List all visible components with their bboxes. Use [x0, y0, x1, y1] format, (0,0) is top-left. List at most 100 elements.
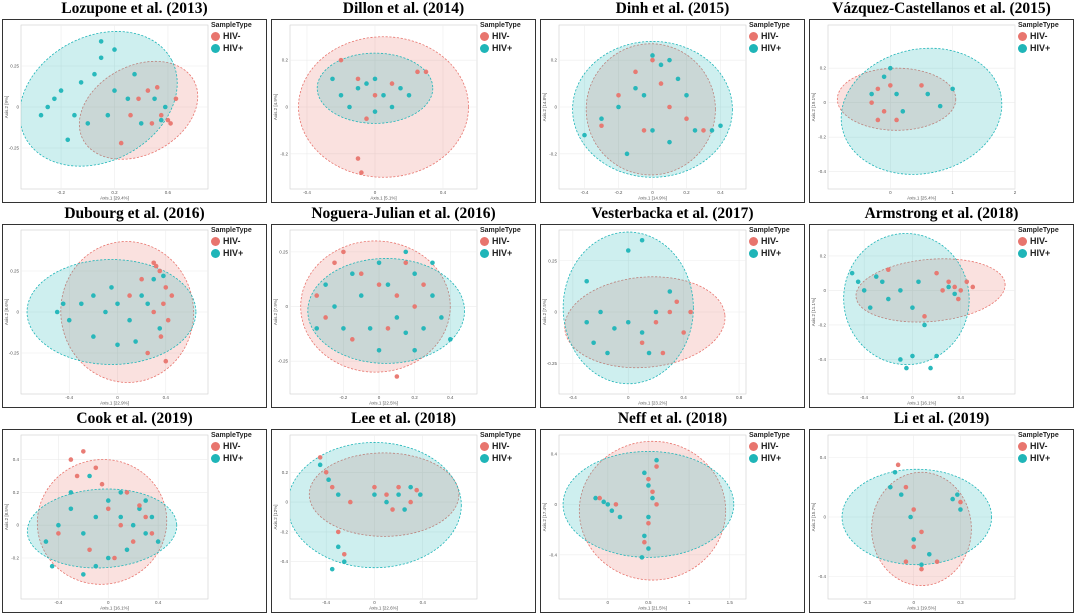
data-point-pos — [103, 309, 108, 315]
legend-title: SampleType — [211, 432, 252, 439]
data-point-pos — [593, 495, 598, 501]
legend-swatch-icon — [211, 31, 220, 41]
data-point-pos — [402, 507, 407, 512]
data-point-neg — [168, 121, 173, 126]
data-point-pos — [642, 470, 647, 476]
data-point-pos — [137, 506, 142, 512]
plot-layer — [841, 462, 993, 586]
panel-dillon-et-al-2014: Dillon et al. (2014) -0.4 0 0.4 -0.2 0 0.2 Axis… — [269, 0, 538, 205]
y-tick-label: 0 — [16, 105, 19, 110]
data-point-pos — [584, 319, 590, 325]
legend-label: HIV- — [492, 31, 510, 41]
y-axis-title: Axis.2 [7.5%] — [542, 299, 547, 325]
data-point-pos — [926, 551, 932, 557]
legend-label: HIV- — [223, 31, 241, 41]
data-point-pos — [894, 91, 899, 97]
data-point-pos — [616, 104, 621, 110]
data-point-neg — [158, 334, 164, 339]
legend-label: HIV- — [1030, 31, 1048, 41]
data-point-pos — [412, 347, 417, 353]
scatter-plot: -0.4 0 0.4 -0.4 -0.2 0 0.2 Axis.1 [22.6%] Axis.2… — [273, 434, 478, 611]
data-point-pos — [916, 279, 921, 285]
data-point-pos — [911, 537, 917, 542]
scatter-plot: -0.4 0 0.4 -0.4 -0.2 0 0.2 Axis.1 [16.1%] Axis.2… — [811, 229, 1016, 406]
data-point-pos — [439, 315, 444, 320]
legend-label: HIV+ — [223, 248, 244, 258]
data-point-pos — [396, 492, 401, 497]
data-point-neg — [952, 284, 957, 290]
legend: SampleType HIV- HIV+ — [749, 432, 803, 463]
data-point-neg — [161, 301, 166, 307]
data-point-neg — [639, 340, 645, 346]
legend-item-pos: HIV+ — [1018, 248, 1072, 258]
data-point-pos — [900, 109, 906, 114]
legend: SampleType HIV- HIV+ — [480, 227, 534, 258]
plot-layer — [21, 31, 199, 167]
data-point-pos — [584, 278, 590, 284]
legend-swatch-icon — [749, 43, 758, 53]
data-point-pos — [692, 128, 698, 133]
data-point-pos — [849, 270, 855, 276]
x-tick-label: 0 — [607, 600, 610, 605]
confidence-ellipse-pos — [562, 450, 735, 558]
data-point-neg — [323, 315, 328, 320]
data-point-pos — [91, 293, 96, 298]
data-point-pos — [910, 353, 915, 359]
data-point-neg — [364, 116, 369, 122]
confidence-ellipse-pos — [26, 259, 197, 365]
x-axis-title: Axis.1 [23.2%] — [638, 401, 667, 406]
data-point-pos — [158, 117, 164, 123]
y-tick-label: -0.2 — [280, 151, 288, 156]
x-tick-label: 0.4 — [958, 395, 965, 400]
x-axis-title: Axis.1 [16.1%] — [907, 401, 936, 406]
data-point-pos — [115, 342, 120, 348]
data-point-pos — [91, 334, 96, 339]
legend-swatch-icon — [211, 43, 220, 53]
plot-layer — [562, 440, 735, 581]
data-point-neg — [87, 547, 92, 553]
data-point-pos — [54, 309, 60, 315]
legend-item-neg: HIV- — [749, 236, 803, 246]
data-point-neg — [946, 279, 951, 285]
data-point-pos — [855, 279, 861, 285]
data-point-pos — [599, 116, 604, 122]
plot-area — [558, 434, 747, 600]
x-tick-label: 0 — [627, 395, 630, 400]
legend-item-pos: HIV+ — [1018, 43, 1072, 53]
data-point-pos — [81, 531, 86, 536]
data-point-pos — [605, 350, 610, 356]
legend-label: HIV+ — [1030, 248, 1051, 258]
y-tick-label: 0 — [285, 304, 288, 309]
data-point-pos — [372, 76, 378, 82]
y-tick-label: -0.2 — [11, 556, 19, 561]
data-point-neg — [667, 104, 672, 110]
data-point-pos — [389, 104, 395, 110]
y-tick-label: 0.2 — [551, 58, 558, 63]
x-tick-label: -0.2 — [57, 190, 65, 195]
plot-layer — [843, 233, 1006, 371]
legend: SampleType HIV- HIV+ — [211, 432, 265, 463]
legend-item-pos: HIV+ — [749, 453, 803, 463]
data-point-pos — [125, 96, 131, 102]
data-point-neg — [317, 455, 323, 460]
data-point-neg — [151, 309, 157, 315]
legend-swatch-icon — [1018, 31, 1027, 41]
legend-title: SampleType — [749, 432, 790, 439]
legend-item-neg: HIV- — [749, 441, 803, 451]
scatter-plot: -0.4 0 0.4 -0.25 0 0.25 Axis.1 [22.9%] Axis.2 [… — [4, 229, 209, 406]
data-point-neg — [911, 507, 917, 512]
data-point-pos — [403, 249, 409, 255]
data-point-neg — [895, 462, 901, 468]
legend-swatch-icon — [749, 236, 758, 246]
y-tick-label: 0.2 — [282, 58, 289, 63]
data-point-neg — [338, 57, 344, 63]
data-point-pos — [881, 74, 887, 80]
x-tick-label: 0.2 — [412, 395, 419, 400]
data-point-neg — [875, 86, 881, 92]
y-axis-title: Axis.2 [19.1%] — [811, 93, 816, 122]
data-point-pos — [625, 319, 631, 325]
data-point-pos — [898, 492, 904, 497]
data-point-neg — [681, 330, 686, 335]
legend-label: HIV+ — [492, 453, 513, 463]
y-tick-label: 0 — [823, 100, 826, 105]
